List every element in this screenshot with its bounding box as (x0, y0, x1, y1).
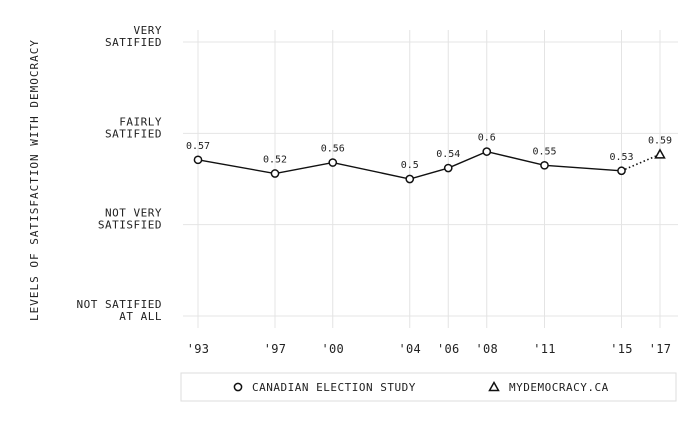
data-label: 0.59 (648, 135, 672, 146)
series-line-canadian-election-study (197, 150, 622, 180)
legend: CANADIAN ELECTION STUDY MYDEMOCRACY.CA (180, 372, 677, 402)
data-label: 0.6 (478, 133, 496, 144)
data-point-circle (328, 158, 338, 167)
x-tick-label: '17 (649, 342, 672, 356)
data-label: 0.54 (436, 149, 460, 160)
x-tick-label: '93 (187, 342, 210, 356)
data-point-circle (540, 160, 549, 170)
y-axis-label: LEVELS OF SATISFACTION WITH DEMOCRACY (28, 39, 41, 321)
y-tick-label: VERY SATIFIED (105, 24, 162, 49)
legend-triangle-marker (488, 380, 500, 392)
x-tick-label: '06 (437, 342, 460, 356)
x-axis-ticks: '93 '97 '00 '04 '06 '08 '11 '15 '17 (187, 342, 672, 356)
x-tick-label: '00 (321, 342, 344, 356)
legend-circle-marker (233, 382, 243, 392)
legend-box (180, 372, 677, 402)
legend-entry-canadian-election-study: CANADIAN ELECTION STUDY (252, 381, 416, 394)
x-tick-label: '15 (610, 342, 633, 356)
data-label: 0.57 (186, 141, 210, 152)
data-point-circle (617, 166, 626, 176)
data-point-circle (270, 169, 280, 178)
data-point-triangle (654, 148, 666, 159)
data-point-circle (193, 155, 203, 165)
y-tick-label: NOT VERY SATISFIED (98, 207, 162, 232)
legend-entry-mydemocracy: MYDEMOCRACY.CA (509, 381, 609, 394)
data-label: 0.55 (532, 146, 556, 157)
data-labels: 0.57 0.52 0.56 0.5 0.54 0.6 0.55 0.53 0.59 (186, 133, 672, 171)
x-tick-label: '08 (475, 342, 498, 356)
data-point-circle (405, 174, 415, 184)
grid (183, 30, 678, 328)
series-line-mydemocracy-dotted (621, 153, 661, 172)
data-label: 0.56 (321, 144, 345, 155)
data-point-circle (482, 147, 492, 156)
x-tick-label: '11 (533, 342, 556, 356)
data-point-circle (443, 163, 453, 173)
x-tick-label: '04 (398, 342, 421, 356)
series (193, 147, 666, 184)
y-tick-label: FAIRLY SATIFIED (105, 115, 162, 140)
y-axis-ticks: NOT SATIFIED AT ALL NOT VERY SATISFIED FAIRL… (77, 24, 162, 323)
y-tick-label: NOT SATIFIED AT ALL (77, 298, 162, 323)
data-label: 0.53 (609, 152, 633, 163)
data-label: 0.5 (401, 160, 419, 171)
x-tick-label: '97 (264, 342, 287, 356)
data-label: 0.52 (263, 155, 287, 166)
